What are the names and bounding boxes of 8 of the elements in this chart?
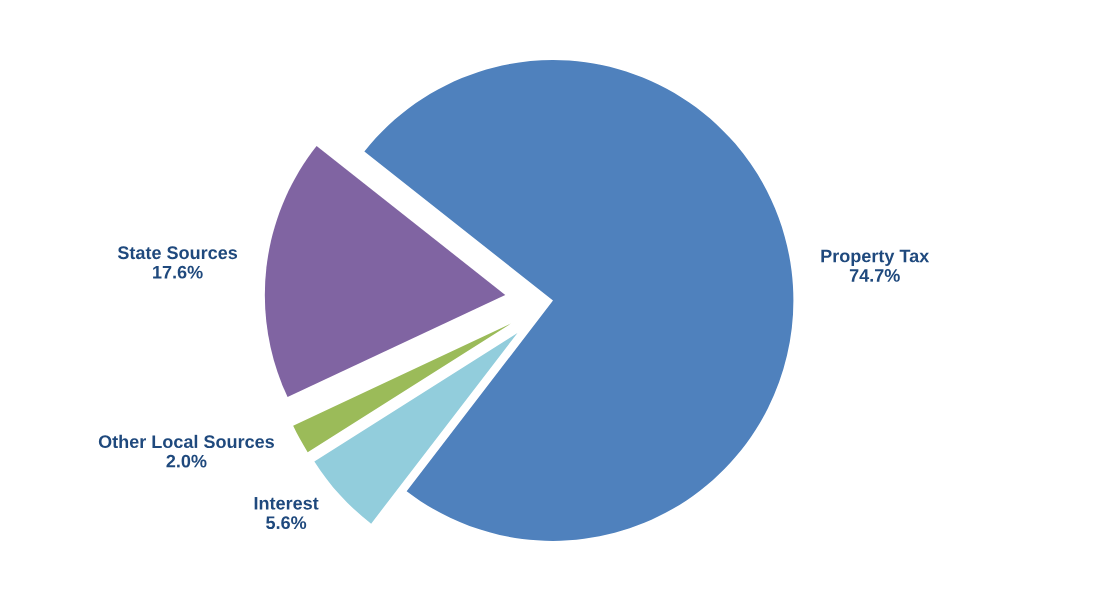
slice-label: Property Tax xyxy=(821,249,930,266)
data-label: 2.0% xyxy=(166,454,207,468)
data-label: 74.7% xyxy=(849,269,900,282)
data-label: 5.6% xyxy=(266,516,307,530)
slice-label: State Sources xyxy=(117,246,238,260)
slice-label: Interest xyxy=(254,497,319,510)
data-label: 17.6% xyxy=(153,265,203,279)
slice-label: Other Local Sources xyxy=(98,434,274,449)
